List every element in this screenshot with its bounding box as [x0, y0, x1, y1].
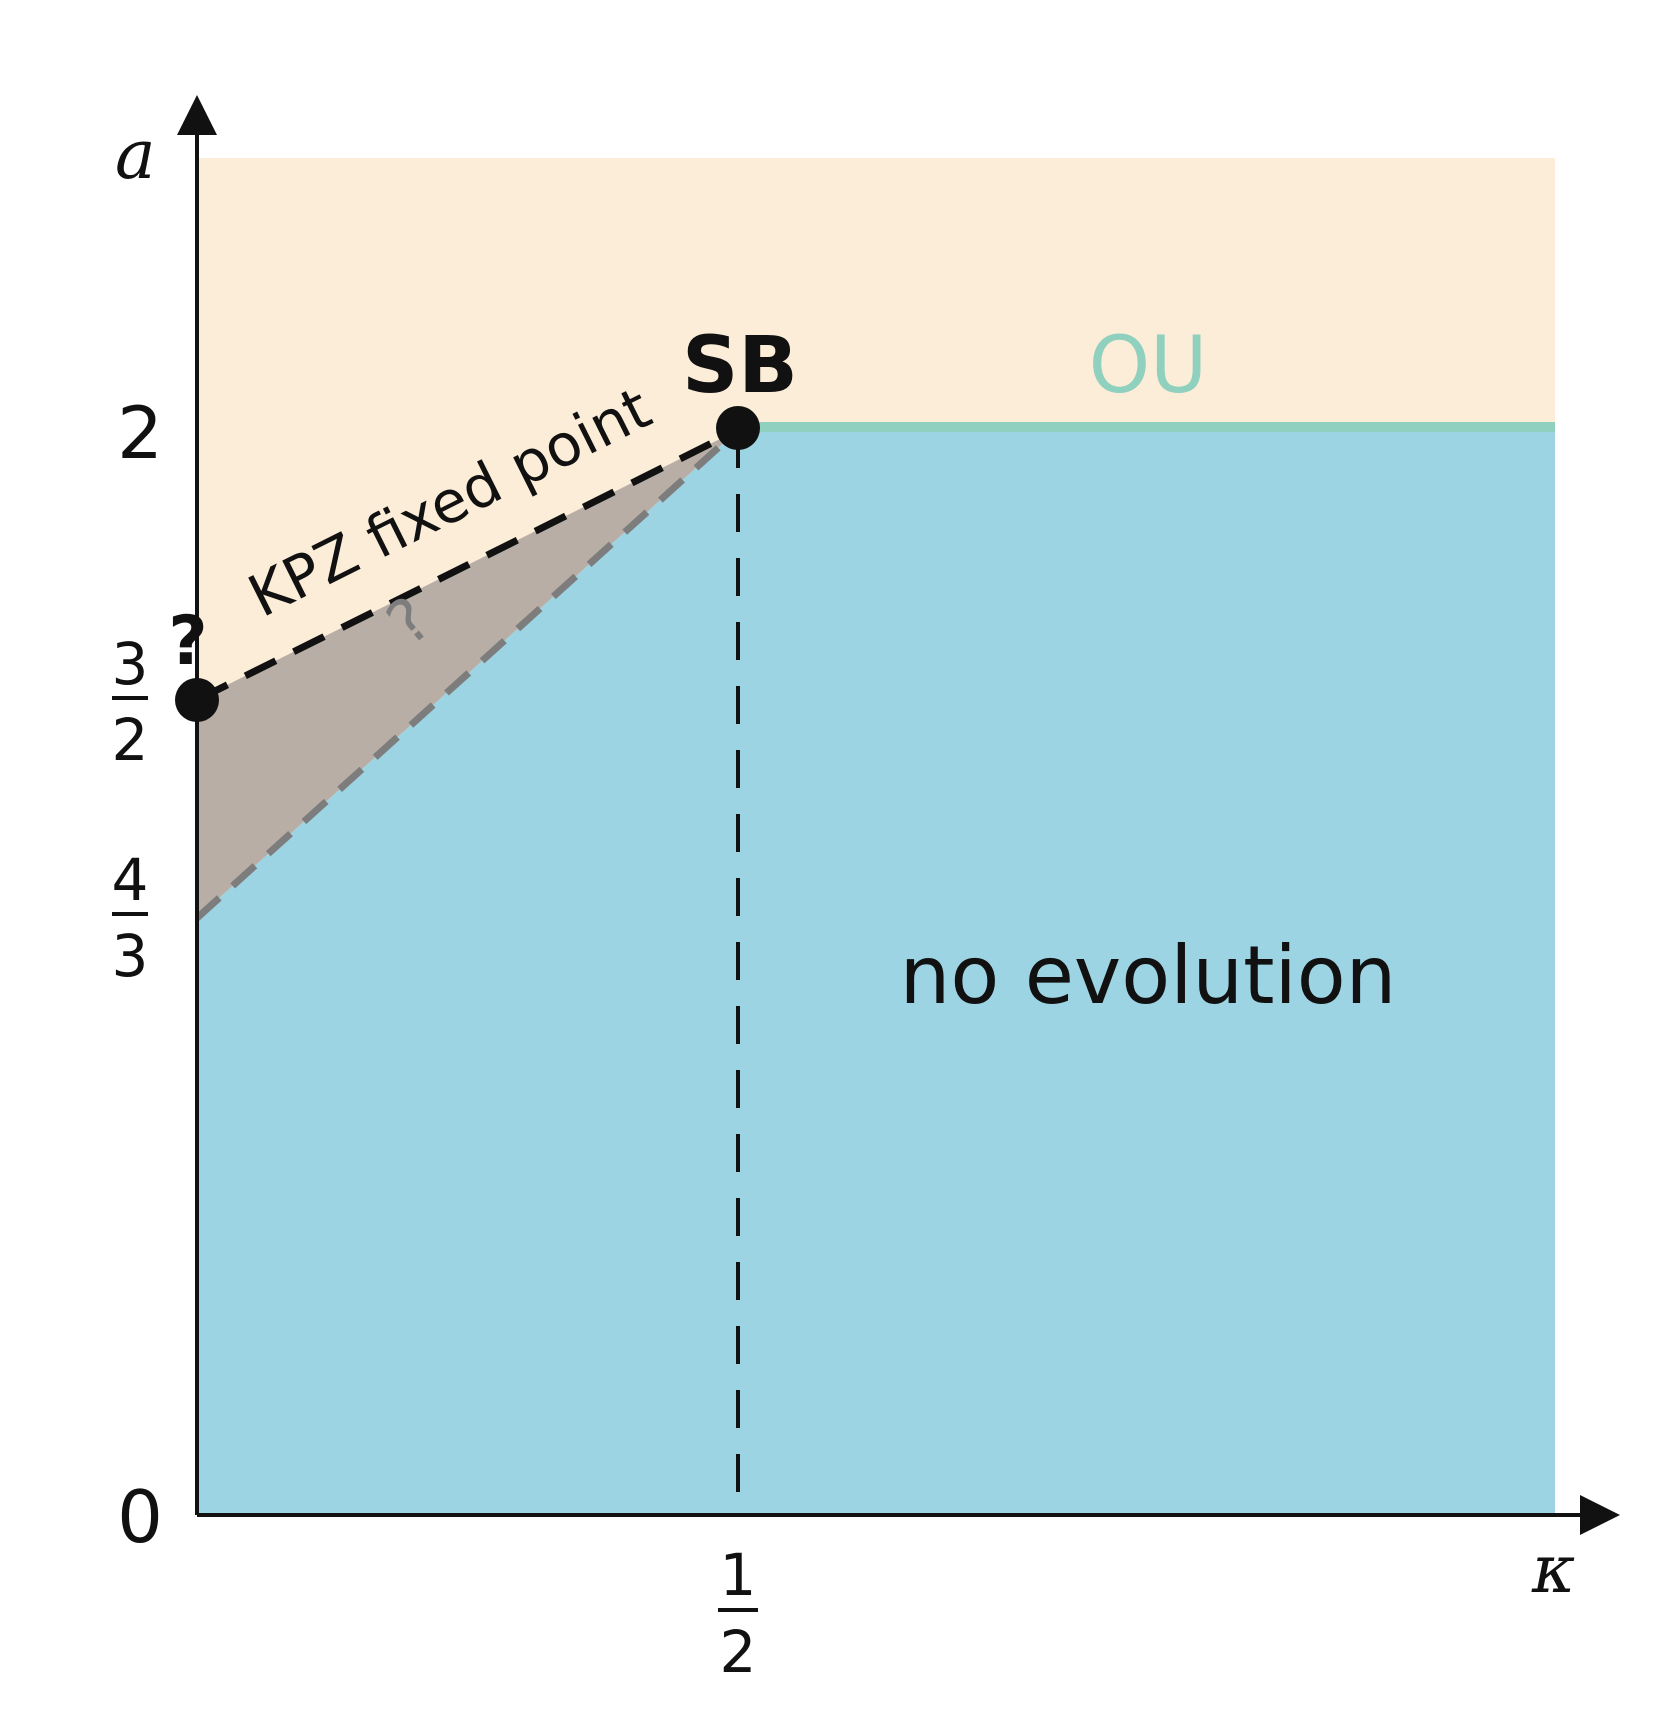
- x-tick-half-denominator: 2: [720, 1618, 757, 1686]
- upper-region: [197, 158, 1555, 430]
- sb-point: [716, 406, 760, 450]
- lower-dashed-boundary: [194, 427, 741, 921]
- no-evolution-label: no evolution: [900, 929, 1397, 1022]
- y-tick-three-halves-denominator: 2: [112, 706, 149, 774]
- no-evolution-region: [197, 430, 1555, 1515]
- y-tick-four-thirds-numerator: 4: [112, 846, 149, 914]
- x-tick-half-numerator: 1: [720, 1541, 757, 1609]
- kpz-start-point: [175, 678, 219, 722]
- ou-label: OU: [1089, 321, 1208, 411]
- y-tick-three-halves-numerator: 3: [112, 630, 149, 698]
- sb-label: SB: [682, 321, 798, 411]
- y-tick-2: 2: [117, 391, 163, 475]
- y-axis-label: a: [115, 116, 156, 195]
- y-tick-four-thirds-denominator: 3: [112, 922, 149, 990]
- kpz-question-mark: ?: [168, 602, 207, 681]
- kpz-dashed-line: [195, 426, 740, 704]
- x-axis-label: κ: [1531, 1531, 1575, 1608]
- y-tick-0: 0: [117, 1475, 163, 1559]
